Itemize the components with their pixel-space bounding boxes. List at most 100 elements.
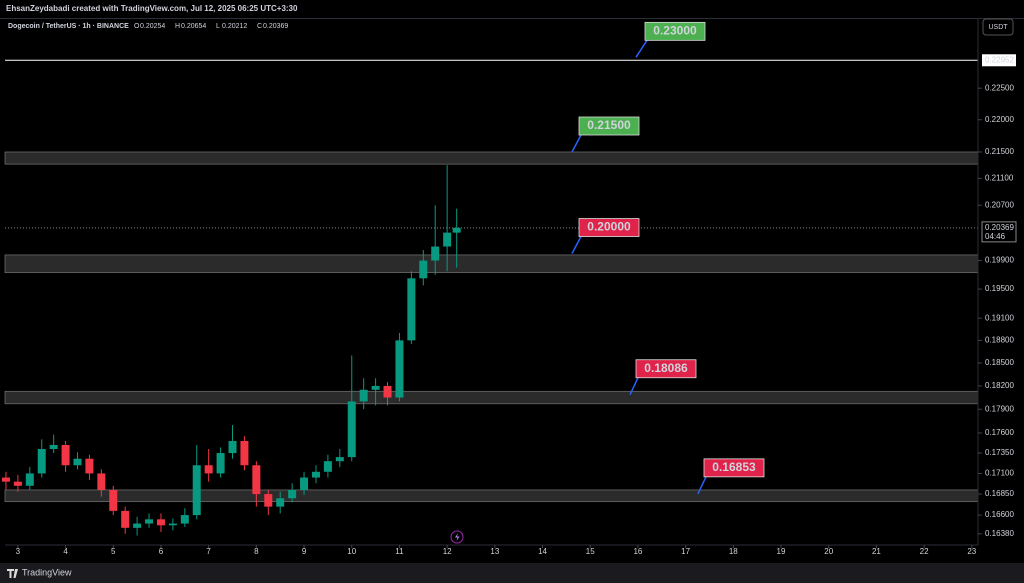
current-price-label: 0.20369	[985, 223, 1014, 232]
ohlc-value: 0.20254	[140, 23, 165, 30]
x-tick-label: 7	[206, 547, 211, 556]
y-tick-label: 0.17600	[985, 428, 1014, 437]
y-tick-label: 0.17100	[985, 469, 1014, 478]
y-tick-label: 0.18200	[985, 381, 1014, 390]
callout-label: 0.23000	[653, 24, 697, 38]
x-tick-label: 3	[16, 547, 21, 556]
candle-body	[288, 489, 297, 499]
y-tick-label: 0.19900	[985, 256, 1014, 265]
candle-body	[228, 440, 237, 454]
callout-leader	[571, 134, 582, 153]
candle-body	[407, 278, 416, 341]
x-tick-label: 12	[443, 547, 452, 556]
callout-label: 0.20000	[587, 220, 631, 234]
x-tick-label: 4	[63, 547, 68, 556]
callout-box	[578, 218, 640, 237]
candle-body	[419, 260, 428, 279]
y-tick-label: 0.20700	[985, 200, 1014, 209]
x-tick-label: 10	[347, 547, 356, 556]
x-tick-label: 8	[254, 547, 259, 556]
price-axis	[978, 19, 1024, 563]
y-tick-label: 0.16850	[985, 489, 1014, 498]
candle-body	[121, 510, 130, 528]
candle-body	[359, 389, 368, 402]
alert-icon[interactable]	[450, 530, 464, 544]
candle-body	[192, 465, 201, 516]
ohlc-key: O	[134, 23, 140, 30]
x-tick-label: 16	[633, 547, 642, 556]
ohlc-key: L	[216, 23, 220, 30]
y-tick-label: 0.18800	[985, 335, 1014, 344]
x-tick-label: 6	[159, 547, 164, 556]
footer	[0, 563, 1024, 583]
candle-body	[37, 449, 46, 474]
candle-body	[240, 440, 249, 466]
callout-leader	[697, 476, 707, 495]
candle-body	[252, 465, 261, 495]
zone	[4, 390, 979, 405]
y-tick-label: 0.17350	[985, 448, 1014, 457]
callout-leader	[635, 39, 648, 58]
candle-body	[300, 477, 309, 490]
zone	[4, 254, 979, 274]
candle-body	[85, 458, 94, 474]
divider	[0, 18, 1024, 19]
candle-body	[25, 473, 34, 486]
candle-body	[13, 481, 22, 486]
x-tick-label: 22	[920, 547, 929, 556]
y-tick-label: 0.22500	[985, 83, 1014, 92]
ohlc-value: 0.20369	[263, 23, 288, 30]
candle-body	[49, 444, 58, 450]
candle-body	[216, 453, 225, 474]
candle-body	[395, 340, 404, 398]
y-tick-label: 0.22000	[985, 115, 1014, 124]
y-tick-label: 0.19500	[985, 284, 1014, 293]
callout-box	[703, 458, 765, 478]
y-tick-label: 0.21100	[985, 173, 1014, 182]
currency-box	[982, 18, 1014, 36]
x-tick-label: 5	[111, 547, 116, 556]
candle-body	[180, 515, 189, 524]
brand-logo	[7, 569, 18, 578]
x-tick-label: 15	[586, 547, 595, 556]
y-tick-label: 0.19100	[985, 313, 1014, 322]
candle-body	[1, 477, 10, 482]
candle-body	[323, 461, 332, 472]
x-tick-label: 20	[824, 547, 833, 556]
callout-leader	[571, 236, 582, 254]
y-tick-label: 0.21500	[985, 147, 1014, 156]
x-tick-label: 18	[729, 547, 738, 556]
callout-box	[635, 359, 697, 379]
ohlc-key: C	[257, 23, 262, 30]
x-tick-label: 23	[967, 547, 976, 556]
candle-body	[264, 494, 273, 507]
callout-leader	[629, 377, 639, 396]
chart-title: Dogecoin / TetherUS · 1h · BINANCE	[8, 23, 129, 30]
candle-body	[145, 519, 154, 524]
x-tick-label: 11	[395, 547, 404, 556]
current-price-tag	[981, 221, 1017, 243]
x-tick-label: 21	[872, 547, 881, 556]
y-tick-label: 0.17900	[985, 404, 1014, 413]
ohlc-value: 0.20212	[222, 23, 247, 30]
candle-body	[431, 246, 440, 261]
callout-label: 0.21500	[587, 118, 631, 132]
x-tick-label: 9	[302, 547, 307, 556]
candle-body	[311, 471, 320, 478]
price-line-tag	[982, 54, 1016, 67]
attribution: EhsanZeydabadi created with TradingView.…	[6, 4, 298, 13]
x-tick-label: 17	[681, 547, 690, 556]
ohlc-key: H	[175, 23, 180, 30]
ohlc-legend: O 0.20254 H 0.20654 L 0.20212 C 0.20369	[134, 23, 288, 30]
candle-body	[383, 385, 392, 398]
candle-body	[335, 457, 344, 462]
countdown: 04:46	[985, 232, 1006, 241]
y-tick-label: 0.16380	[985, 529, 1014, 538]
candle-body	[452, 227, 461, 233]
currency: USDT	[988, 24, 1008, 31]
x-tick-label: 13	[490, 547, 499, 556]
candle-body	[73, 458, 82, 466]
candle-body	[276, 498, 285, 507]
